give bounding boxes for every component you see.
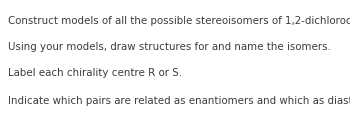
Text: Label each chirality centre R or S.: Label each chirality centre R or S. [8,68,182,78]
Text: Construct models of all the possible stereoisomers of 1,2-dichlorocyclopropane.: Construct models of all the possible ste… [8,16,350,26]
Text: Using your models, draw structures for and name the isomers.: Using your models, draw structures for a… [8,42,331,52]
Text: Indicate which pairs are related as enantiomers and which as diastereoisomers.: Indicate which pairs are related as enan… [8,96,350,106]
